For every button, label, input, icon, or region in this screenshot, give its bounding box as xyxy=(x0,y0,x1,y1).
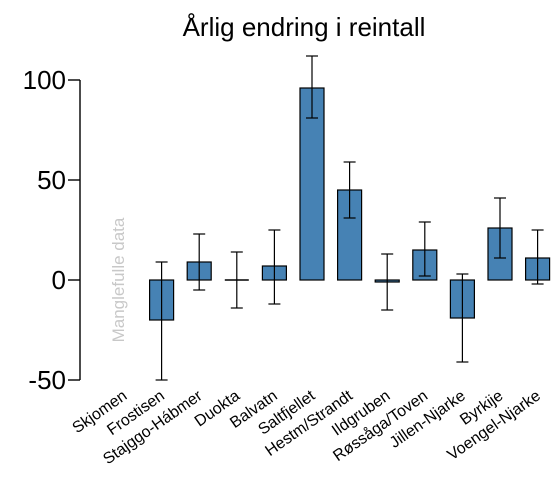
x-axis-labels: SkjomenFrostisenStajggo-HábmerDuoktaBalv… xyxy=(70,387,544,469)
y-tick-label: -50 xyxy=(28,365,66,395)
y-tick-label: 100 xyxy=(23,65,66,95)
chart-title: Årlig endring i reintall xyxy=(183,12,426,42)
bar xyxy=(299,87,325,281)
annotation-note: Manglefulle data xyxy=(109,217,128,342)
y-axis: -50 0 50 100 xyxy=(23,65,81,395)
y-tick-label: 50 xyxy=(37,165,66,195)
y-tick-label: 0 xyxy=(52,265,66,295)
chart-marks xyxy=(149,55,551,381)
annotations: Manglefulle data xyxy=(109,217,128,342)
